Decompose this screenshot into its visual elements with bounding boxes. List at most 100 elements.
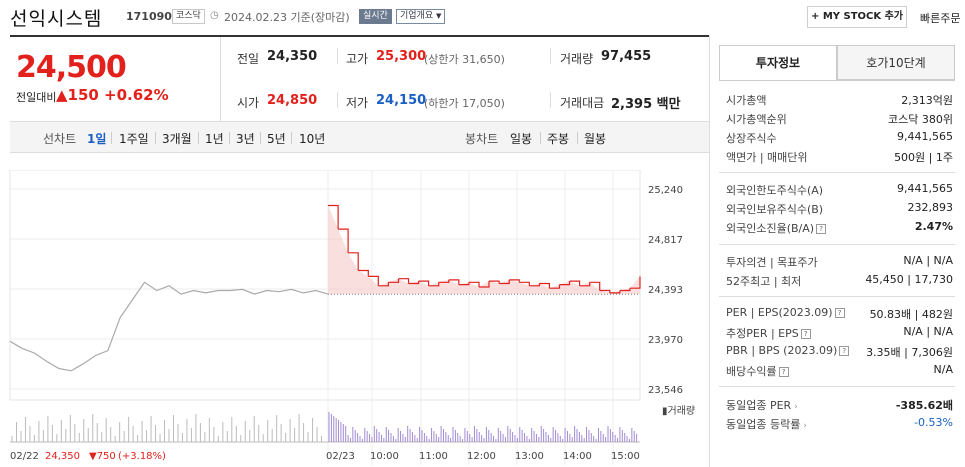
tab-divider [540,132,541,144]
chevron-right-icon[interactable]: › [800,421,807,431]
prev-day-price: 24,350 [45,451,80,462]
help-icon[interactable]: ? [816,224,827,234]
realtime-button[interactable]: 실시간 [359,9,392,24]
series-today-segment [328,204,339,230]
chevron-right-icon[interactable]: › [791,402,798,412]
change-percent: +0.62% [104,86,169,104]
invest-info-label: PER | EPS(2023.09)? [726,306,845,319]
y-tick-label: 23,970 [648,335,683,346]
low-value: 24,150 [376,93,427,108]
series-today-segment [529,283,540,287]
tab-invest-info[interactable]: 투자정보 [719,45,837,80]
x-tick-label: 13:00 [515,451,544,462]
market-badge: 코스닥 [172,9,205,24]
stock-header: 선익시스템 171090 코스닥 ◷ 2024.02.23 기준(장마감) 실시… [0,0,965,34]
y-tick-label: 24,817 [648,235,683,246]
tab-divider [229,132,230,144]
series-today-segment [609,290,621,294]
series-today-segment [388,278,400,283]
series-today-segment [519,281,530,286]
x-tick-label: 02/23 [326,451,355,462]
series-today-segment [479,281,490,288]
tab-divider [260,132,261,144]
stock-code: 171090 [126,10,172,23]
company-info-dropdown[interactable]: 기업개요 ▼ [396,9,446,24]
invest-info-label: 시가총액순위 [726,113,787,126]
cell-divider [337,48,338,64]
invest-info-label: 추정PER | EPS? [726,325,811,341]
invest-info-value: 코스닥 380위 [888,113,953,126]
invest-info-label: 시가총액 [726,94,767,107]
cell-divider [550,92,551,108]
lower-limit: (하한가 17,050) [424,97,505,110]
x-tick-label: 14:00 [563,451,592,462]
add-mystock-button[interactable]: + MY STOCK 추가 [807,6,907,28]
series-today-segment [368,275,379,286]
series-today-segment [539,282,550,289]
tab-period-1d[interactable]: 1일 [87,132,107,146]
invest-info-value: 9,441,565 [897,182,953,195]
series-today-segment [398,278,410,284]
cell-divider [550,48,551,64]
invest-info-label: 외국인소진율(B/A)? [726,220,827,236]
y-tick-label: 24,393 [648,285,683,296]
series-today-segment [619,288,631,292]
high-value: 25,300 [376,49,427,64]
help-icon[interactable]: ? [778,367,789,377]
series-today-segment [418,280,430,286]
volume-legend: ▮거래량 [662,405,695,417]
summary-divider [10,35,710,37]
help-icon[interactable]: ? [834,308,845,318]
current-price: 24,500 [16,50,127,85]
tab-candle-weekly[interactable]: 주봉 [547,132,570,146]
x-tick-label: 11:00 [419,451,448,462]
help-icon[interactable]: ? [839,346,850,356]
series-today-segment [499,279,510,285]
invest-info-value: 9,441,565 [897,130,953,143]
prev-day-percent: (+3.18%) [118,451,166,462]
tab-divider [155,132,156,144]
x-tick-label: 15:00 [611,451,640,462]
line-chart-label: 선차트 [43,132,77,146]
panel-section-divider [719,244,955,245]
low-label: 저가 [346,96,369,110]
change-value: ▲150 [56,86,99,104]
series-today-segment [559,281,571,286]
series-today-segment [378,282,389,287]
high-label: 고가 [346,52,369,66]
quick-order-link[interactable]: 빠른주문 [920,12,961,25]
tab-period-5y[interactable]: 5년 [267,132,286,146]
invest-info-value: 50.83배 | 482원 [869,308,953,321]
tab-candle-daily[interactable]: 일봉 [510,132,533,146]
invest-info-label: 상장주식수 [726,132,777,145]
invest-info-value: -0.53% [914,416,953,429]
invest-info-value: 500원 | 1주 [894,151,953,164]
help-icon[interactable]: ? [800,329,811,339]
change-label: 전일대비 [16,91,57,104]
tab-candle-monthly[interactable]: 월봉 [584,132,607,146]
series-today-segment [428,282,440,287]
tab-divider [577,132,578,144]
invest-info-label: 액면가 | 매매단위 [726,151,808,164]
amount-label: 거래대금 [560,96,605,110]
invest-info-value: N/A [933,363,953,376]
invest-info-label: 투자의견 | 목표주가 [726,256,818,269]
summary-divider-v [220,37,221,121]
chart-tab-bar: 선차트 1일 1주일 3개월 1년 3년 5년 10년 봉차트 일봉 주봉 월봉 [10,121,710,153]
tab-orderbook-10[interactable]: 호가10단계 [837,45,955,80]
y-tick-label: 25,240 [648,185,683,196]
stock-chart[interactable]: 25,240 24,817 24,393 23,970 23,546 ▮거래량 02/22 0… [0,170,705,467]
tab-period-3m[interactable]: 3개월 [162,132,192,146]
volume-value: 97,455 [601,49,652,64]
prev-close-value: 24,350 [267,49,318,64]
tab-period-1y[interactable]: 1년 [205,132,224,146]
date-label: 2024.02.23 기준(장마감) [224,11,350,24]
candle-chart-label: 봉차트 [465,132,499,146]
series-today-segment [468,281,480,287]
tab-period-3y[interactable]: 3년 [236,132,255,146]
invest-info-label: 52주최고 | 최저 [726,275,802,288]
series-today-segment [599,289,611,293]
tab-period-1w[interactable]: 1주일 [119,132,149,146]
tab-period-10y[interactable]: 10년 [299,132,326,146]
upper-limit: (상한가 31,650) [424,53,505,66]
